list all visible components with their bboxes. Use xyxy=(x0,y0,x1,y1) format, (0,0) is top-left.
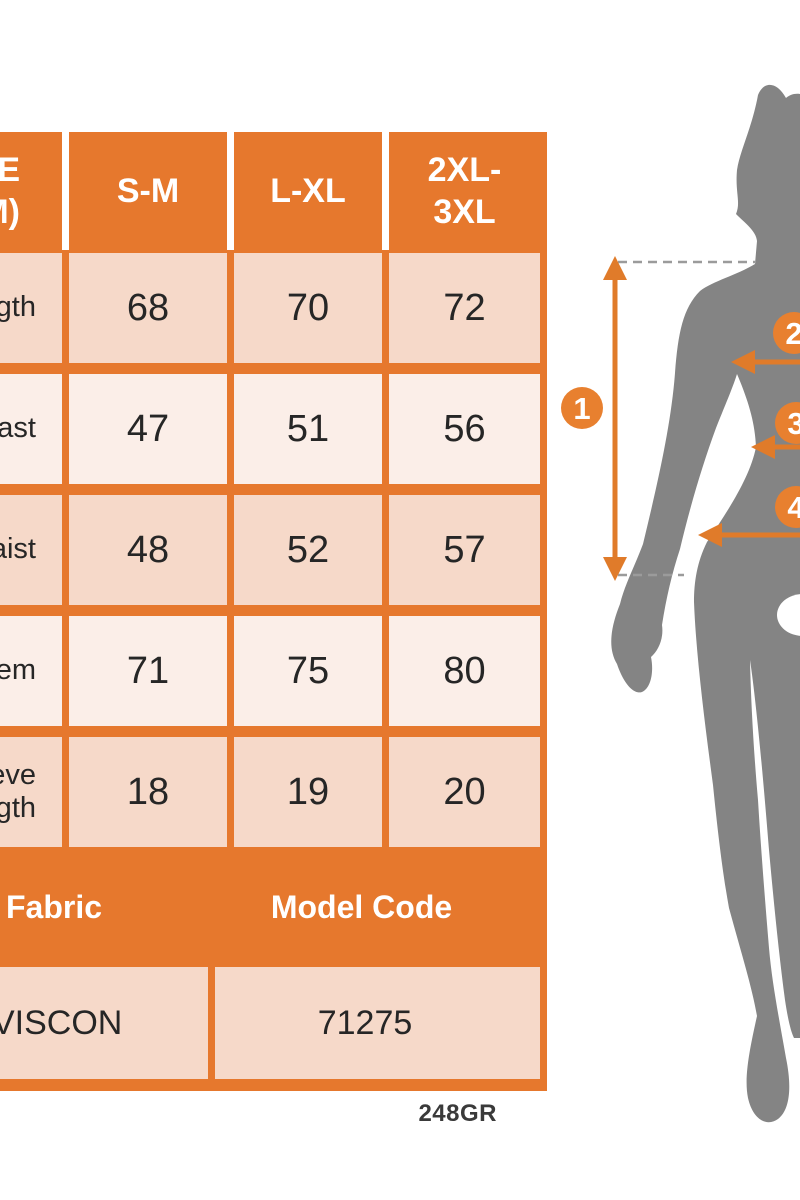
marker-4-badge: 4 xyxy=(775,486,800,528)
cell-waist-lxl: 52 xyxy=(234,495,382,605)
table-body: Length 68 70 72 Breast 47 51 56 Waist 48… xyxy=(0,250,547,847)
marker-2-number: 2 xyxy=(785,316,800,351)
header-divider xyxy=(227,132,234,250)
cell-waist-2xl: 57 xyxy=(389,495,540,605)
table-header-row: SIZE (CM) S-M L-XL 2XL- 3XL xyxy=(0,132,547,250)
header-label-2xl-line2: 3XL xyxy=(433,193,496,231)
cell-breast-sm: 47 xyxy=(69,374,227,484)
measurement-figure: 1 2 3 4 xyxy=(561,84,800,1123)
cell-waist-sm: 48 xyxy=(69,495,227,605)
fabric-header: Fabric xyxy=(6,888,103,925)
cell-hem-2xl: 80 xyxy=(389,616,540,726)
header-cell-lxl: L-XL xyxy=(234,132,382,250)
header-label-2xl-line1: 2XL- xyxy=(427,150,502,189)
marker-3-number: 3 xyxy=(787,406,800,441)
size-label-line2: (CM) xyxy=(0,193,20,231)
marker-3-badge: 3 xyxy=(775,402,800,444)
info-divider xyxy=(208,967,215,1079)
cell-length-2xl: 72 xyxy=(389,253,540,363)
cell-length-lxl: 70 xyxy=(234,253,382,363)
bust-measure-arrow xyxy=(731,350,800,374)
size-chart-table: SIZE (CM) S-M L-XL 2XL- 3XL Length 68 70… xyxy=(0,132,547,1091)
cell-hem-lxl: 75 xyxy=(234,616,382,726)
marker-2-badge: 2 xyxy=(773,312,800,354)
model-code-value: 71275 xyxy=(215,967,540,1079)
cell-hem-sm: 71 xyxy=(69,616,227,726)
marker-1-badge: 1 xyxy=(561,387,603,429)
cell-sleeve-sm: 18 xyxy=(69,737,227,847)
marker-4-number: 4 xyxy=(787,490,800,525)
header-divider xyxy=(382,132,389,250)
header-divider xyxy=(62,132,69,250)
info-value-row: VISCON 71275 xyxy=(0,967,547,1079)
row-label-sleeve-length: Sleeve length xyxy=(0,737,62,847)
row-label-hem: Hem xyxy=(0,616,62,726)
row-label-waist: Waist xyxy=(0,495,62,605)
body-arm-notch xyxy=(777,594,800,636)
fabric-value: VISCON xyxy=(0,967,208,1079)
header-cell-sm: S-M xyxy=(69,132,227,250)
marker-1-number: 1 xyxy=(573,391,590,426)
waist-measure-arrow xyxy=(751,435,800,459)
size-label-line1: SIZE xyxy=(0,150,20,189)
row-label-length: Length xyxy=(0,253,62,363)
header-cell-2xl3xl: 2XL- 3XL xyxy=(389,132,540,250)
cell-breast-2xl: 56 xyxy=(389,374,540,484)
model-code-header: Model Code xyxy=(270,888,453,925)
header-label-lxl: L-XL xyxy=(270,171,346,210)
weight-note: 248GR xyxy=(418,1100,497,1127)
woman-silhouette xyxy=(611,84,800,1123)
row-label-breast: Breast xyxy=(0,374,62,484)
header-cell-size: SIZE (CM) xyxy=(0,132,62,250)
header-label-sm: S-M xyxy=(116,171,180,210)
length-measure-arrow xyxy=(603,256,627,581)
hip-measure-arrow xyxy=(698,523,800,547)
cell-sleeve-lxl: 19 xyxy=(234,737,382,847)
cell-sleeve-2xl: 20 xyxy=(389,737,540,847)
cell-length-sm: 68 xyxy=(69,253,227,363)
info-header-row: Fabric Model Code xyxy=(0,847,547,967)
cell-breast-lxl: 51 xyxy=(234,374,382,484)
